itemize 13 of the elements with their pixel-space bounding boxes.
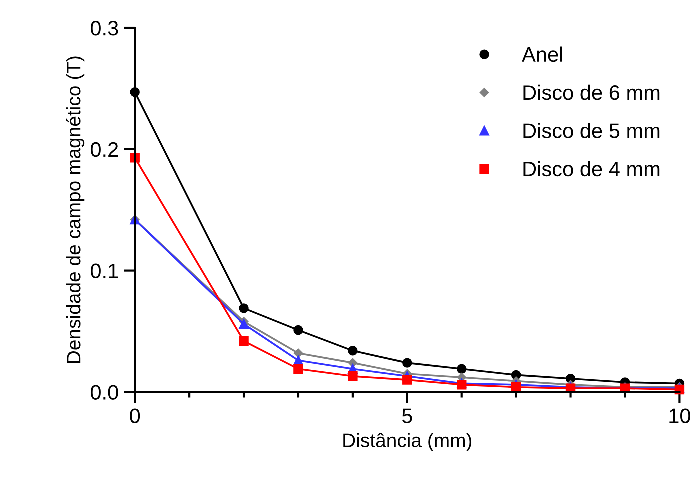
legend-label: Disco de 5 mm — [524, 123, 660, 138]
x-tick-label: 0 — [130, 408, 140, 424]
x-tick-label: 10 — [670, 408, 690, 424]
x-tick-label: 5 — [402, 408, 412, 424]
y-tick-label: 0.3 — [90, 21, 118, 36]
y-tick-label: 0.2 — [90, 142, 118, 158]
x-axis-title: Distância (mm) — [344, 433, 472, 452]
legend-label: Anel — [522, 46, 562, 62]
y-axis-title: Densidade de campo magnético (T) — [66, 56, 85, 364]
legend-label: Disco de 4 mm — [524, 161, 660, 177]
y-tick-label: 0.1 — [90, 264, 118, 279]
legend-label: Disco de 6 mm — [524, 84, 660, 100]
y-tick-label: 0.0 — [90, 385, 118, 400]
